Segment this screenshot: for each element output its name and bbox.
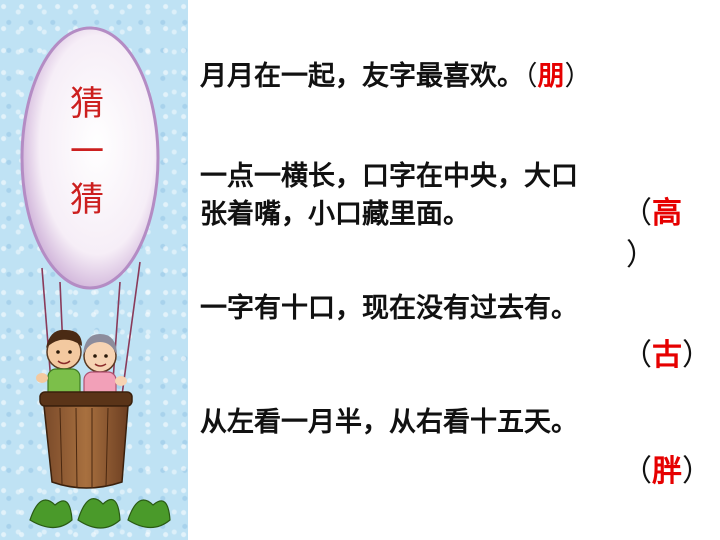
paren-open: （ <box>524 61 538 92</box>
riddle-4-question: 从左看一月半，从右看十五天。 <box>200 407 578 438</box>
balloon-basket <box>39 391 133 489</box>
riddle-3-question: 一字有十口，现在没有过去有。 <box>200 293 578 324</box>
paren-close: ） <box>626 238 656 273</box>
riddle-2-answer-close: ） <box>626 236 656 276</box>
decorative-sidebar: 猜 一 猜 <box>0 0 188 540</box>
rider-right <box>83 334 127 401</box>
paren-open: （ <box>622 338 652 373</box>
balloon-envelope <box>20 26 160 290</box>
riddle-4-answer-group: （胖） <box>622 452 712 492</box>
riddle-3-answer-group: （古） <box>622 336 712 376</box>
riddle-4-answer: 胖 <box>652 454 682 489</box>
hot-air-balloon-illustration <box>20 26 171 529</box>
riddle-1-question: 月月在一起，友字最喜欢。 <box>200 61 524 92</box>
paren-open: （ <box>622 196 652 231</box>
riddle-2-answer: 高 <box>652 196 682 231</box>
title-char: 猜 <box>70 84 104 124</box>
riddle-3-answer: 古 <box>652 338 682 373</box>
riddle-3: 一字有十口，现在没有过去有。 <box>200 290 705 328</box>
title-char: 猜 <box>70 180 104 220</box>
leaf-decorations <box>29 498 171 529</box>
riddle-1-answer: 朋 <box>537 61 565 92</box>
riddle-title: 猜 一 猜 <box>62 80 112 224</box>
riddle-2-question-line1: 一点一横长，口字在中央，大口 <box>200 161 578 192</box>
riddle-2: 一点一横长，口字在中央，大口 张着嘴，小口藏里面。 <box>200 158 705 234</box>
rider-left <box>36 329 82 400</box>
riddle-2-answer-group: （高 <box>622 194 682 234</box>
riddle-2-question-line2: 张着嘴，小口藏里面。 <box>200 199 470 230</box>
paren-close: ） <box>682 338 712 373</box>
paren-open: （ <box>622 454 652 489</box>
riddle-4: 从左看一月半，从右看十五天。 <box>200 404 705 442</box>
paren-close: ） <box>682 454 712 489</box>
title-char: 一 <box>70 132 104 172</box>
paren-close: ） <box>564 61 592 92</box>
riddle-1: 月月在一起，友字最喜欢。（朋） <box>200 58 705 96</box>
